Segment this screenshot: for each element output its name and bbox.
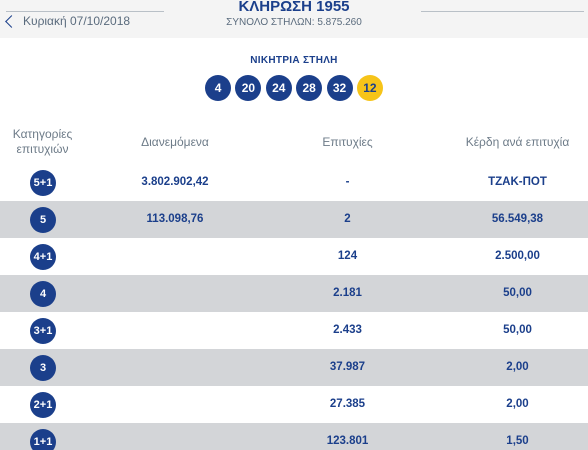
table-row: 4+1 124 2.500,00 <box>0 238 588 275</box>
previous-draw-date: Κυριακή 07/10/2018 <box>23 14 131 28</box>
winners-count: - <box>345 176 350 188</box>
joker-ball: 12 <box>356 75 383 101</box>
prize-per-winner: 50,00 <box>503 324 532 336</box>
number-ball: 28 <box>296 75 323 101</box>
header-distributed: Διανεμόμενα <box>141 135 209 149</box>
winners-count: 2.181 <box>333 287 362 299</box>
winners-count: 123.801 <box>326 435 369 447</box>
table-row: 1+1 123.801 1,50 <box>0 423 588 450</box>
table-header: Κατηγορίες επιτυχιών Διανεμόμενα Επιτυχί… <box>0 118 588 164</box>
winners-count: 37.987 <box>329 361 366 373</box>
winners-count: 124 <box>337 250 358 262</box>
winning-numbers: 4 20 24 28 32 12 <box>0 75 588 101</box>
winning-column-label: ΝΙΚΗΤΡΙΑ ΣΤΗΛΗ <box>250 55 338 66</box>
distributed-amount: 3.802.902,42 <box>141 176 209 188</box>
category-badge: 1+1 <box>30 429 56 450</box>
number-ball: 4 <box>205 75 232 101</box>
category-badge: 2+1 <box>30 392 56 418</box>
table-row: 4 2.181 50,00 <box>0 275 588 312</box>
table-row: 5 113.098,76 2 56.549,38 <box>0 201 588 238</box>
prize-per-winner: ΤΖΑΚ-ΠΟΤ <box>488 176 547 188</box>
draw-header: Κυριακή 07/10/2018 ΚΛΗΡΩΣΗ 1955 ΣΥΝΟΛΟ Σ… <box>0 0 588 38</box>
category-badge: 5 <box>30 207 56 233</box>
distributed-amount: 113.098,76 <box>146 213 204 225</box>
category-badge: 3 <box>30 355 56 381</box>
header-prize: Κέρδη ανά επιτυχία <box>465 135 570 149</box>
category-badge: 4 <box>30 281 56 307</box>
previous-draw-link[interactable]: Κυριακή 07/10/2018 <box>4 14 130 28</box>
number-ball: 24 <box>265 75 292 101</box>
table-row: 5+1 3.802.902,42 - ΤΖΑΚ-ΠΟΤ <box>0 164 588 201</box>
prize-per-winner: 2,00 <box>506 361 529 373</box>
columns-total: ΣΥΝΟΛΟ ΣΤΗΛΩΝ: 5.875.260 <box>226 17 362 28</box>
prize-per-winner: 1,50 <box>506 435 529 447</box>
number-ball: 32 <box>326 75 353 101</box>
winners-count: 2 <box>344 213 351 225</box>
category-badge: 5+1 <box>30 170 56 196</box>
table-row: 2+1 27.385 2,00 <box>0 386 588 423</box>
number-ball: 20 <box>235 75 262 101</box>
divider-left <box>6 11 164 12</box>
draw-title: ΚΛΗΡΩΣΗ 1955 <box>238 0 350 15</box>
prize-per-winner: 2.500,00 <box>495 250 540 262</box>
prize-per-winner: 50,00 <box>503 287 532 299</box>
header-category: Κατηγορίες επιτυχιών <box>12 127 73 156</box>
category-badge: 3+1 <box>30 318 56 344</box>
winners-count: 27.385 <box>329 398 366 410</box>
table-row: 3 37.987 2,00 <box>0 349 588 386</box>
prize-per-winner: 2,00 <box>506 398 529 410</box>
category-badge: 4+1 <box>30 244 56 270</box>
table-row: 3+1 2.433 50,00 <box>0 312 588 349</box>
prize-per-winner: 56.549,38 <box>491 213 544 225</box>
header-winners: Επιτυχίες <box>322 135 373 149</box>
winners-count: 2.433 <box>333 324 362 336</box>
divider-right <box>421 11 584 12</box>
